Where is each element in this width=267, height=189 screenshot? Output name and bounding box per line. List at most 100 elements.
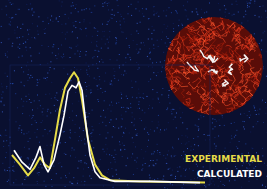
speck [205, 140, 206, 141]
speck [22, 113, 23, 114]
speck [164, 24, 165, 25]
speck [157, 150, 158, 151]
chain [226, 54, 235, 58]
speck [97, 35, 98, 36]
speck [97, 46, 98, 47]
speck [69, 137, 70, 138]
speck [130, 103, 131, 104]
speck [168, 97, 169, 98]
speck [235, 135, 236, 136]
speck [137, 23, 138, 24]
speck [198, 145, 199, 146]
speck [214, 137, 215, 138]
speck [23, 188, 24, 189]
speck [114, 127, 115, 128]
speck [224, 5, 225, 6]
speck [261, 41, 262, 42]
chain [209, 72, 214, 81]
speck [52, 52, 53, 53]
speck [152, 62, 153, 63]
speck [118, 12, 119, 13]
speck [30, 55, 31, 56]
speck [26, 101, 27, 102]
speck [164, 187, 165, 188]
speck [197, 13, 198, 14]
speck [250, 132, 251, 133]
speck [25, 42, 26, 43]
speck [92, 36, 93, 37]
speck [157, 178, 158, 179]
speck [61, 166, 62, 167]
speck [70, 80, 71, 81]
chain [171, 76, 175, 84]
speck [59, 142, 60, 143]
speck [24, 85, 25, 86]
speck [49, 93, 50, 94]
speck [78, 11, 79, 12]
speck [47, 116, 48, 117]
speck [62, 32, 63, 33]
speck [8, 39, 9, 40]
speck [121, 92, 122, 93]
speck [53, 166, 54, 167]
speck [113, 157, 114, 158]
speck [193, 170, 194, 171]
chain [223, 52, 227, 60]
speck [177, 13, 178, 14]
speck [229, 180, 230, 181]
speck [247, 115, 248, 116]
chain [250, 37, 255, 42]
speck [163, 155, 164, 156]
speck [153, 48, 154, 49]
speck [101, 59, 102, 60]
speck [138, 104, 139, 105]
speck [86, 163, 87, 164]
speck [168, 169, 169, 170]
speck [253, 126, 254, 127]
speck [123, 132, 124, 133]
speck [50, 67, 51, 68]
speck [120, 150, 121, 151]
speck [182, 25, 183, 26]
chain [225, 9, 231, 19]
chain [227, 22, 241, 29]
speck [75, 21, 76, 22]
speck [148, 39, 149, 40]
speck [137, 157, 138, 158]
speck [171, 12, 172, 13]
speck [182, 112, 183, 113]
speck [75, 53, 76, 54]
speck [187, 19, 188, 20]
speck [7, 170, 8, 171]
speck [191, 146, 192, 147]
speck [263, 122, 264, 123]
speck [39, 79, 40, 80]
speck [94, 27, 95, 28]
speck [144, 187, 145, 188]
speck [231, 123, 232, 124]
speck [173, 119, 174, 120]
speck [62, 89, 63, 90]
speck [23, 106, 24, 107]
speck [265, 186, 266, 187]
speck [264, 163, 265, 164]
speck [152, 121, 153, 122]
speck [21, 82, 22, 83]
speck [249, 181, 250, 182]
speck [145, 151, 146, 152]
speck [108, 2, 109, 3]
speck [43, 108, 44, 109]
speck [234, 14, 235, 15]
speck [63, 111, 64, 112]
speck [50, 130, 51, 131]
chain [215, 33, 225, 43]
speck [241, 187, 242, 188]
speck [112, 137, 113, 138]
speck [31, 37, 32, 38]
chain [162, 37, 173, 42]
speck [153, 11, 154, 12]
speck [62, 2, 63, 3]
speck [92, 57, 93, 58]
speck [107, 5, 108, 6]
speck [120, 149, 121, 150]
